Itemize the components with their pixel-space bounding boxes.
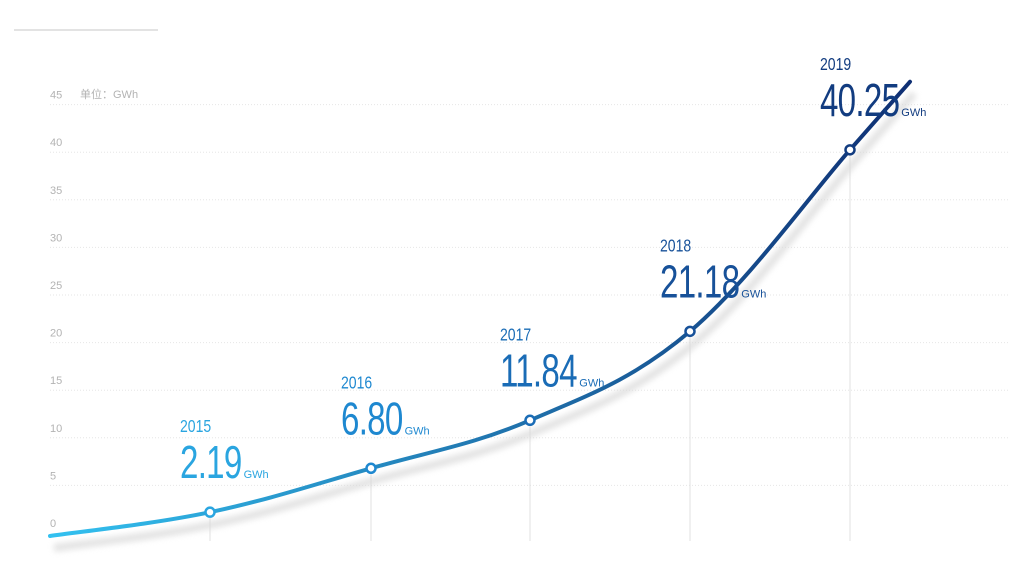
- drop-lines: [209, 155, 851, 541]
- value-label: 21.18: [660, 257, 739, 307]
- line-shadow: [53, 91, 918, 552]
- unit-label: 单位：GWh: [80, 87, 138, 101]
- y-tick-label: 5: [50, 470, 56, 482]
- data-point-2017: [524, 414, 536, 427]
- value-unit: GWh: [405, 425, 430, 437]
- y-tick-label: 25: [50, 280, 62, 292]
- value-label: 2.19: [180, 438, 242, 488]
- data-point-2018: [684, 325, 696, 338]
- year-label: 2015: [180, 417, 211, 437]
- value-unit: GWh: [579, 377, 604, 389]
- data-point-2019: [844, 144, 856, 156]
- y-tick-label: 45: [50, 90, 62, 102]
- y-tick-label: 0: [50, 518, 56, 530]
- y-tick-label: 30: [50, 232, 62, 244]
- data-point-2016: [365, 462, 377, 475]
- year-label: 2017: [500, 325, 531, 345]
- year-label: 2018: [660, 236, 691, 256]
- data-point-2015: [204, 506, 216, 518]
- value-label: 6.80: [341, 394, 403, 444]
- series-line: [48, 79, 912, 538]
- y-tick-label: 20: [50, 328, 62, 340]
- data-points: [204, 144, 856, 518]
- value-unit: GWh: [741, 288, 766, 300]
- y-tick-label: 35: [50, 185, 62, 197]
- y-tick-label: 10: [50, 423, 62, 435]
- value-label: 11.84: [500, 346, 577, 396]
- value-label: 40.25: [820, 76, 899, 126]
- value-unit: GWh: [244, 469, 269, 481]
- year-label: 2016: [341, 373, 372, 393]
- y-axis: 单位：GWh 0 5 10 15 20 25 30 35 40 45: [50, 87, 138, 530]
- y-tick-label: 15: [50, 375, 62, 387]
- year-label: 2019: [820, 54, 851, 74]
- value-unit: GWh: [901, 107, 926, 119]
- y-tick-label: 40: [50, 137, 62, 149]
